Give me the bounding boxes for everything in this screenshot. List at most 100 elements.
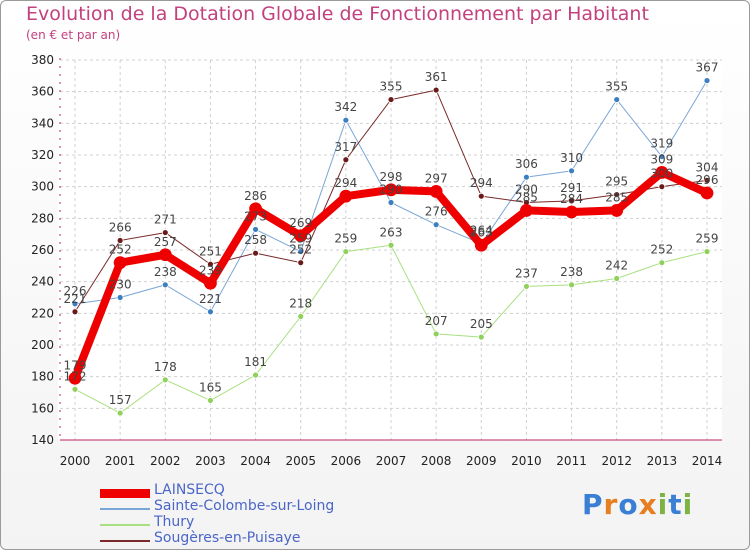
x-tick-label: 2000 [60,454,91,468]
data-label-lainsecq: 297 [425,171,448,185]
data-point-sougeres-en-puisaye [71,308,79,316]
x-tick-label: 2014 [692,454,723,468]
data-label-thury: 259 [696,232,719,246]
data-point-lainsecq [294,229,308,243]
data-label-thury: 237 [515,266,538,280]
data-point-sougeres-en-puisaye [613,191,621,198]
data-point-sougeres-en-puisaye [387,96,395,103]
y-tick-label: 220 [31,306,54,320]
data-point-lainsecq [700,186,714,200]
data-point-lainsecq [113,256,127,270]
data-label-lainsecq: 284 [560,192,583,206]
data-point-sougeres-en-puisaye [116,237,124,244]
data-point-sougeres-en-puisaye [297,259,305,267]
data-point-sougeres-en-puisaye [432,86,440,94]
data-label-sougeres-en-puisaye: 251 [199,244,222,258]
data-label-sougeres-en-puisaye: 294 [470,176,493,190]
data-label-sougeres-en-puisaye: 266 [109,221,132,235]
proxiti-logo: Proxiti [582,488,693,521]
data-point-thury [297,313,305,320]
data-label-sainte-colombe-sur-loing: 230 [109,278,132,292]
data-label-sougeres-en-puisaye: 290 [515,183,538,197]
data-point-sainte-colombe-sur-loing [432,221,440,229]
data-label-sainte-colombe-sur-loing: 276 [425,205,448,219]
data-label-lainsecq: 252 [109,243,132,257]
data-label-sainte-colombe-sur-loing: 264 [470,224,493,238]
x-tick-label: 2013 [647,454,678,468]
data-label-thury: 252 [650,243,673,257]
data-point-lainsecq [610,204,624,217]
data-point-thury [703,248,711,255]
data-point-lainsecq [565,205,578,219]
data-label-sougeres-en-puisaye: 361 [425,70,448,84]
logo-letter: P [582,488,604,521]
data-point-lainsecq [339,189,353,203]
y-tick-label: 380 [31,53,54,67]
chart-title: Evolution de la Dotation Globale de Fonc… [26,3,649,25]
data-point-thury [207,397,214,404]
y-tick-label: 340 [31,116,54,130]
data-label-sougeres-en-puisaye: 252 [289,243,312,257]
data-label-sainte-colombe-sur-loing: 290 [380,183,403,197]
x-tick-label: 2003 [195,454,226,468]
data-point-lainsecq [655,166,669,179]
y-tick-label: 200 [31,338,54,352]
data-label-sougeres-en-puisaye: 258 [244,233,267,247]
data-label-lainsecq: 294 [334,176,357,190]
data-label-thury: 172 [64,369,87,383]
data-label-lainsecq: 239 [199,263,222,277]
data-label-sainte-colombe-sur-loing: 342 [334,100,357,114]
logo-letter: o [618,488,639,521]
data-label-sainte-colombe-sur-loing: 355 [605,80,628,94]
data-point-sougeres-en-puisaye [252,249,259,257]
data-label-lainsecq: 263 [470,225,493,239]
data-point-thury [477,333,485,341]
data-label-sainte-colombe-sur-loing: 367 [696,61,719,75]
legend-swatch-sainte-colombe-sur-loing [100,508,150,510]
data-label-sainte-colombe-sur-loing: 238 [154,265,177,279]
x-tick-label: 2009 [466,454,497,468]
data-point-sainte-colombe-sur-loing [568,167,575,175]
y-tick-label: 280 [31,211,54,225]
data-label-lainsecq: 257 [154,235,177,249]
data-point-thury [523,283,530,290]
data-point-lainsecq [158,248,172,262]
logo-letter: r [603,488,619,521]
data-point-sainte-colombe-sur-loing [523,173,530,181]
y-tick-label: 260 [31,243,54,257]
legend-label-sainte-colombe-sur-loing: Sainte-Colombe-sur-Loing [154,498,335,514]
data-label-sougeres-en-puisaye: 304 [696,160,719,174]
data-point-sougeres-en-puisaye [703,176,711,184]
x-tick-label: 2012 [601,454,632,468]
data-point-sougeres-en-puisaye [568,197,575,205]
data-point-lainsecq [474,238,488,252]
data-point-thury [658,259,666,267]
x-tick-label: 2005 [285,454,316,468]
data-label-thury: 178 [154,360,177,374]
data-label-sainte-colombe-sur-loing: 221 [199,292,222,306]
data-label-lainsecq: 179 [64,358,87,372]
legend-swatch-thury [100,524,150,526]
x-tick-label: 2011 [556,454,587,468]
data-point-thury [613,275,621,282]
data-label-sougeres-en-puisaye: 295 [605,175,628,189]
data-label-lainsecq: 286 [244,189,267,203]
data-point-lainsecq [204,276,217,290]
data-point-sainte-colombe-sur-loing [71,300,79,308]
data-label-thury: 207 [425,314,448,328]
chart-subtitle: (en € et par an) [26,28,121,42]
data-point-lainsecq [520,204,533,217]
data-label-thury: 263 [380,225,403,239]
legend-swatch-sougeres-en-puisaye [100,540,150,542]
data-label-sougeres-en-puisaye: 291 [560,181,583,195]
data-label-lainsecq: 309 [650,152,673,166]
x-tick-label: 2002 [150,454,181,468]
data-point-sainte-colombe-sur-loing [342,116,350,124]
data-point-lainsecq [68,371,82,385]
data-label-lainsecq: 285 [515,190,538,204]
data-point-thury [116,409,124,417]
data-point-sainte-colombe-sur-loing [297,248,305,255]
data-label-sainte-colombe-sur-loing: 306 [515,157,538,171]
data-point-sougeres-en-puisaye [207,260,214,268]
